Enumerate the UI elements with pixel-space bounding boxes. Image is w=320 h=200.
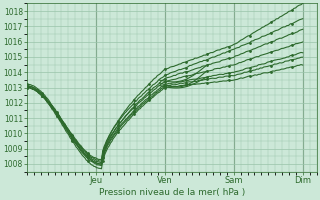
X-axis label: Pression niveau de la mer( hPa ): Pression niveau de la mer( hPa ) bbox=[99, 188, 245, 197]
